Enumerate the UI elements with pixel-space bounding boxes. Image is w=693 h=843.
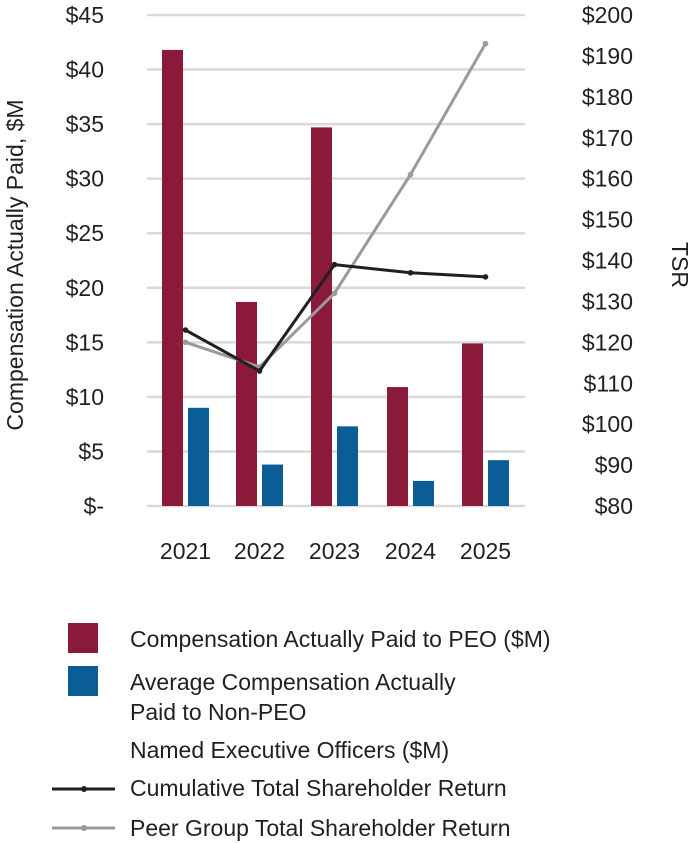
legend-markers — [52, 623, 115, 831]
left-axis-title: Compensation Actually Paid, $M — [2, 99, 28, 430]
point-peer — [482, 40, 489, 47]
y-right-tick-label: $140 — [582, 248, 633, 274]
point-peer — [407, 171, 414, 178]
x-tick-label: 2022 — [234, 538, 285, 564]
bar-neo — [413, 480, 434, 506]
line-tsr — [184, 263, 486, 373]
y-right-tick-label: $190 — [582, 43, 633, 69]
left-axis-ticks: $- $5 $10 $15 $20 $25 $30 $35 $40 $45 — [66, 2, 104, 519]
y-right-tick-label: $170 — [582, 125, 633, 151]
legend-line-tsr — [52, 786, 115, 792]
y-right-tick-label: $80 — [595, 493, 633, 519]
point-tsr — [182, 327, 189, 333]
line-peer — [185, 42, 487, 369]
point-tsr — [407, 269, 414, 276]
point-tsr — [482, 274, 489, 280]
line-series — [182, 40, 489, 374]
y-right-tick-label: $150 — [582, 207, 633, 233]
bar-neo — [337, 426, 358, 506]
bar-neo — [488, 460, 509, 506]
point-peer — [331, 290, 338, 297]
bar-series — [162, 49, 509, 506]
legend-line-peer — [52, 825, 115, 831]
bar-peo — [311, 127, 332, 506]
bar-peo — [162, 49, 183, 506]
y-tick-label: $15 — [66, 329, 104, 355]
x-tick-label: 2025 — [460, 538, 511, 564]
x-tick-label: 2021 — [160, 538, 211, 564]
y-tick-label: $30 — [66, 166, 104, 192]
x-axis-ticks: 2021 2022 2023 2024 2025 — [160, 538, 511, 564]
bar-peo — [462, 343, 483, 506]
y-tick-label: $- — [84, 493, 104, 519]
y-right-tick-label: $110 — [584, 370, 633, 396]
y-right-tick-label: $160 — [582, 166, 633, 192]
y-tick-label: $35 — [66, 111, 104, 137]
y-right-tick-label: $180 — [582, 84, 633, 110]
legend-swatch-peo — [68, 623, 98, 653]
y-right-tick-label: $120 — [582, 329, 633, 355]
y-tick-label: $45 — [66, 2, 104, 28]
bar-neo — [262, 464, 283, 506]
x-tick-label: 2024 — [385, 538, 436, 564]
y-right-tick-label: $90 — [595, 452, 633, 478]
x-tick-label: 2023 — [309, 538, 360, 564]
bar-neo — [188, 407, 209, 506]
bar-peo — [236, 301, 257, 506]
y-tick-label: $10 — [66, 384, 104, 410]
y-tick-label: $20 — [66, 275, 104, 301]
y-right-tick-label: $130 — [582, 288, 633, 314]
point-peer — [182, 339, 189, 346]
y-right-tick-label: $200 — [582, 2, 633, 28]
point-tsr — [331, 261, 338, 268]
y-right-tick-label: $100 — [582, 411, 633, 437]
bar-peo — [387, 387, 408, 506]
y-tick-label: $25 — [66, 220, 104, 246]
legend-swatch-neo — [68, 666, 98, 696]
right-axis-title: TSR — [667, 242, 693, 288]
y-tick-label: $40 — [66, 57, 104, 83]
right-axis-ticks: $80 $90 $100 $110 $120 $130 $140 $150 $160 $170 $1… — [582, 2, 633, 519]
y-tick-label: $5 — [78, 438, 104, 464]
point-tsr — [256, 368, 263, 374]
